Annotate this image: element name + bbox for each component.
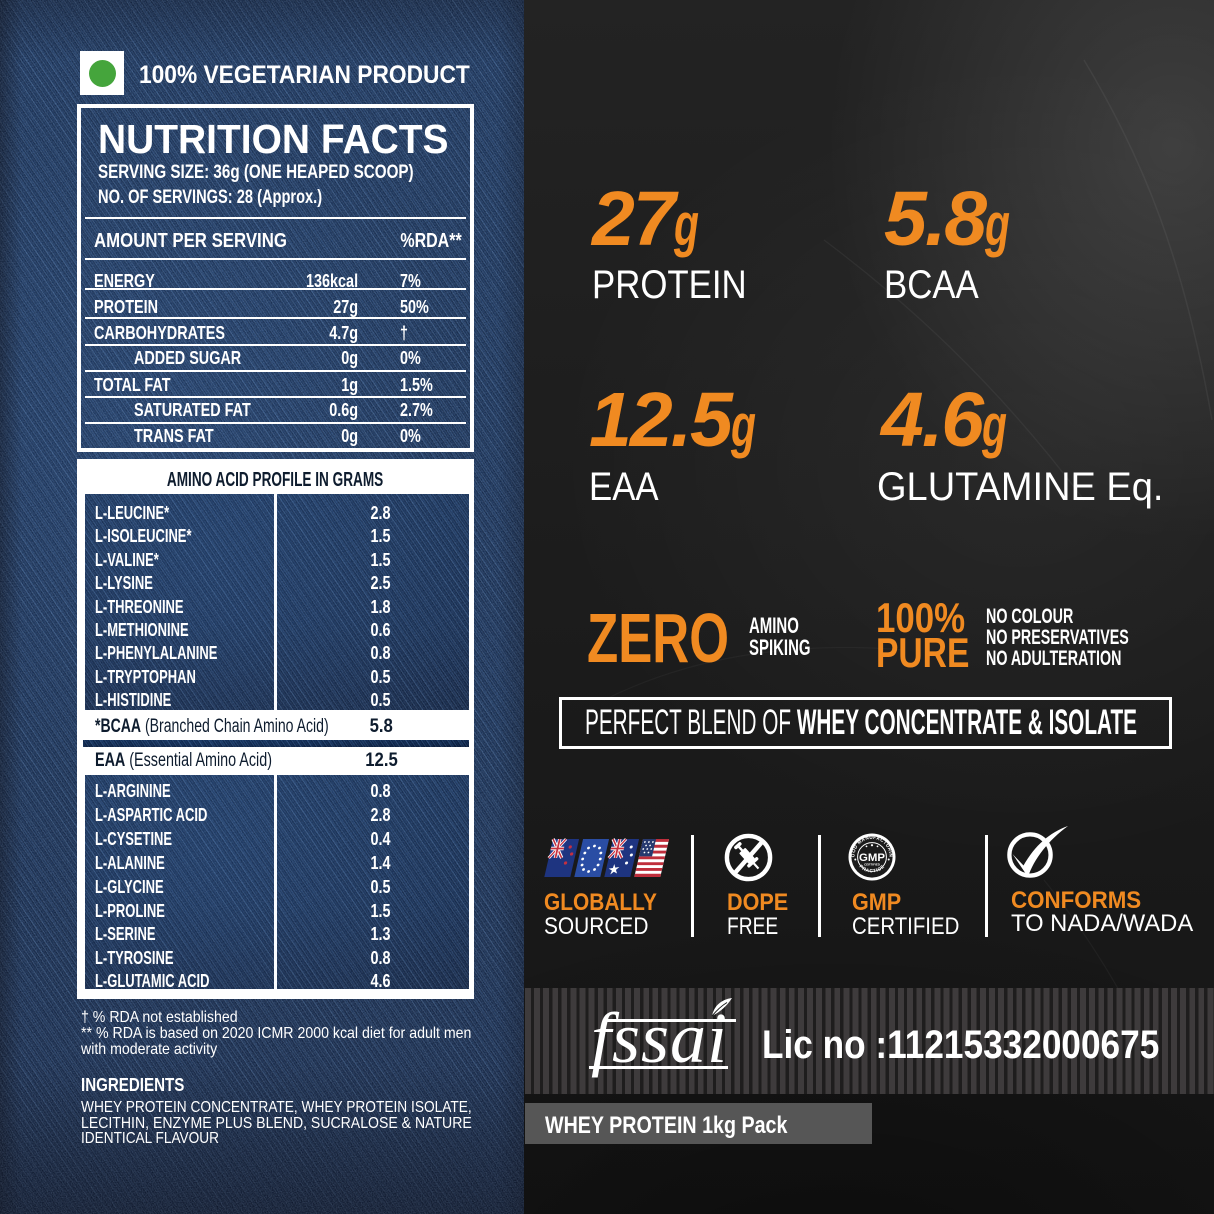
svg-text:PRACTICE: PRACTICE bbox=[858, 864, 885, 874]
svg-text:GMP: GMP bbox=[859, 852, 885, 864]
svg-text:CERTIFIED: CERTIFIED bbox=[864, 863, 881, 867]
